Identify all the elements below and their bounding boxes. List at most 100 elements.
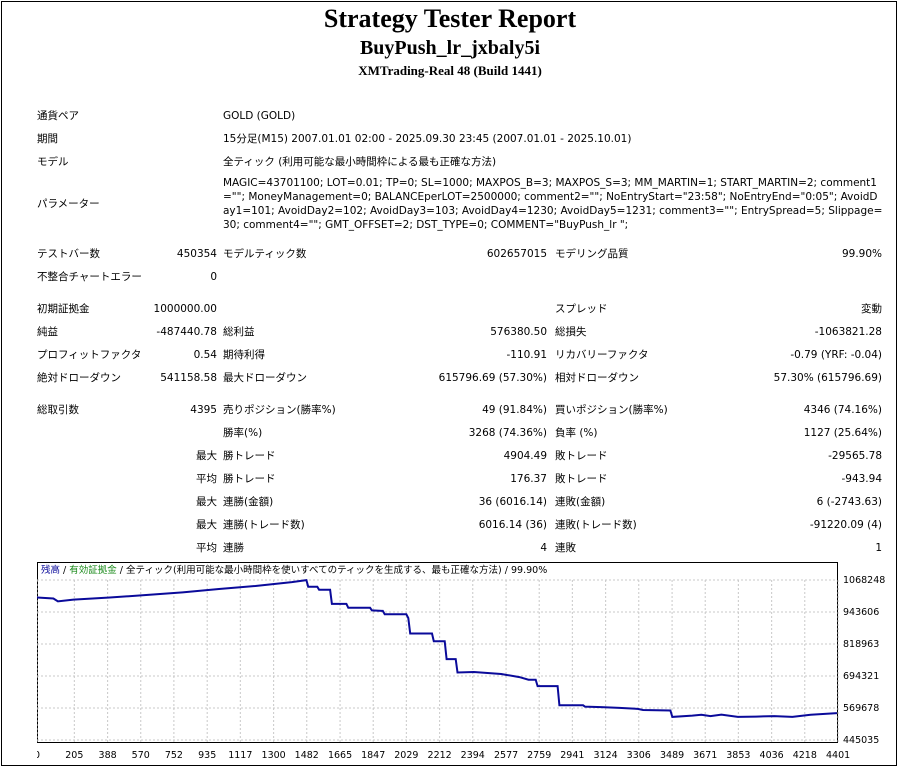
avg-loss-value: -943.94	[841, 473, 882, 485]
legend-equity: 有効証拠金	[69, 564, 117, 576]
max-cons-loss-amt-label: 連敗(金額)	[555, 496, 606, 508]
x-tick-label: 3489	[660, 750, 684, 761]
short-value: 49 (91.84%)	[482, 404, 547, 416]
legend-balance: 残高	[41, 564, 60, 576]
loss-rate-label: 負率 (%)	[555, 427, 598, 439]
x-tick-label: 2941	[560, 750, 584, 761]
legend-model: 全ティック(利用可能な最小時間枠を使いすべてのティックを生成する、最も正確な方法…	[126, 564, 502, 576]
max-cons-win-cnt-label: 連勝(トレード数)	[223, 519, 305, 531]
spread-value: 変動	[861, 303, 882, 315]
x-tick-label: 3671	[693, 750, 717, 761]
abs-dd-label: 絶対ドローダウン	[37, 372, 121, 384]
avg-label-1: 平均	[196, 473, 217, 485]
model-label: モデル	[37, 156, 69, 168]
quality-label: モデリング品質	[555, 248, 629, 260]
max-dd-label: 最大ドローダウン	[223, 372, 307, 384]
bars-value: 450354	[176, 248, 217, 260]
x-tick-label: 4401	[826, 750, 850, 761]
x-tick-label: 1300	[262, 750, 286, 761]
params-label: パラメーター	[37, 198, 100, 210]
x-tick-label: 2577	[494, 750, 518, 761]
trades-value: 4395	[190, 404, 217, 416]
avg-cons-win-label: 連勝	[223, 542, 244, 554]
avg-win-value: 176.37	[510, 473, 547, 485]
y-tick-label: 569678	[843, 703, 879, 714]
avg-label-2: 平均	[196, 542, 217, 554]
long-label: 買いポジション(勝率%)	[555, 404, 668, 416]
period-value: 15分足(M15) 2007.01.01 02:00 - 2025.09.30 …	[223, 133, 632, 145]
gross-loss-label: 総損失	[555, 326, 587, 338]
x-tick-label: 2212	[428, 750, 452, 761]
mismatch-label: 不整合チャートエラー	[37, 271, 142, 283]
expected-label: 期待利得	[223, 349, 265, 361]
y-tick-label: 1068248	[843, 575, 885, 586]
max-cons-win-amt-label: 連勝(金額)	[223, 496, 274, 508]
avg-loss-label: 敗トレード	[555, 473, 608, 485]
max-cons-loss-cnt-label: 連敗(トレード数)	[555, 519, 637, 531]
deposit-label: 初期証拠金	[37, 303, 90, 315]
max-cons-loss-amt-value: 6 (-2743.63)	[816, 496, 882, 508]
avg-cons-win-value: 4	[540, 542, 547, 554]
x-tick-label: 935	[198, 750, 216, 761]
spread-label: スプレッド	[555, 303, 608, 315]
recovery-value: -0.79 (YRF: -0.04)	[790, 349, 882, 361]
bars-label: テストバー数	[37, 248, 100, 260]
max-win-label: 勝トレード	[223, 450, 276, 462]
legend-sep-3: /	[502, 565, 511, 576]
x-tick-label: 1847	[361, 750, 385, 761]
x-tick-label: 2394	[461, 750, 485, 761]
ticks-label: モデルティック数	[223, 248, 307, 260]
max-label-3: 最大	[196, 519, 217, 531]
y-tick-label: 943606	[843, 607, 879, 618]
params-value: MAGIC=43701100; LOT=0.01; TP=0; SL=1000;…	[223, 177, 883, 231]
recovery-label: リカバリーファクタ	[555, 349, 649, 361]
pf-value: 0.54	[193, 349, 217, 361]
x-tick-label: 0	[37, 750, 40, 761]
x-tick-label: 3853	[726, 750, 750, 761]
report-title: Strategy Tester Report	[323, 4, 577, 33]
win-rate-label: 勝率(%)	[223, 427, 263, 439]
pf-label: プロフィットファクタ	[37, 349, 142, 361]
ticks-value: 602657015	[486, 248, 547, 260]
x-tick-label: 2029	[394, 750, 418, 761]
max-win-value: 4904.49	[503, 450, 547, 462]
x-tick-label: 1665	[328, 750, 352, 761]
short-label: 売りポジション(勝率%)	[223, 404, 336, 416]
y-tick-label: 818963	[843, 639, 879, 650]
x-tick-label: 205	[65, 750, 83, 761]
max-cons-win-amt-value: 36 (6016.14)	[478, 496, 547, 508]
model-value: 全ティック (利用可能な最小時間枠による最も正確な方法)	[223, 156, 497, 168]
trades-label: 総取引数	[37, 404, 79, 416]
avg-win-label: 勝トレード	[223, 473, 276, 485]
balance-chart-svg: 残高 / 有効証拠金 / 全ティック(利用可能な最小時間枠を使いすべてのティック…	[37, 562, 885, 761]
max-label-1: 最大	[196, 450, 217, 462]
balance-series-line	[37, 578, 838, 718]
win-rate-value: 3268 (74.36%)	[468, 427, 547, 439]
gross-profit-label: 総利益	[223, 326, 255, 338]
legend-sep-2: /	[117, 565, 126, 576]
net-value: -487440.78	[156, 326, 217, 338]
x-tick-label: 4036	[760, 750, 784, 761]
svg-text:残高 / 有効証拠金 / 全ティック(利用可能な最小時間枠を: 残高 / 有効証拠金 / 全ティック(利用可能な最小時間枠を使いすべてのティック…	[41, 564, 547, 576]
deposit-value: 1000000.00	[153, 303, 217, 315]
max-cons-loss-cnt-value: -91220.09 (4)	[809, 519, 882, 531]
avg-cons-loss-value: 1	[875, 542, 882, 554]
x-tick-label: 388	[99, 750, 117, 761]
avg-cons-loss-label: 連敗	[555, 542, 576, 554]
long-value: 4346 (74.16%)	[803, 404, 882, 416]
x-tick-label: 2759	[527, 750, 551, 761]
gross-profit-value: 576380.50	[490, 326, 547, 338]
x-tick-label: 752	[165, 750, 183, 761]
period-label: 期間	[37, 133, 58, 145]
x-tick-label: 3124	[594, 750, 618, 761]
expected-value: -110.91	[506, 349, 547, 361]
rel-dd-label: 相対ドローダウン	[555, 372, 639, 384]
rel-dd-value: 57.30% (615796.69)	[773, 372, 882, 384]
loss-rate-value: 1127 (25.64%)	[803, 427, 882, 439]
net-label: 純益	[37, 326, 58, 338]
max-loss-label: 敗トレード	[555, 450, 608, 462]
max-loss-value: -29565.78	[828, 450, 882, 462]
max-dd-value: 615796.69 (57.30%)	[438, 372, 547, 384]
gross-loss-value: -1063821.28	[814, 326, 882, 338]
